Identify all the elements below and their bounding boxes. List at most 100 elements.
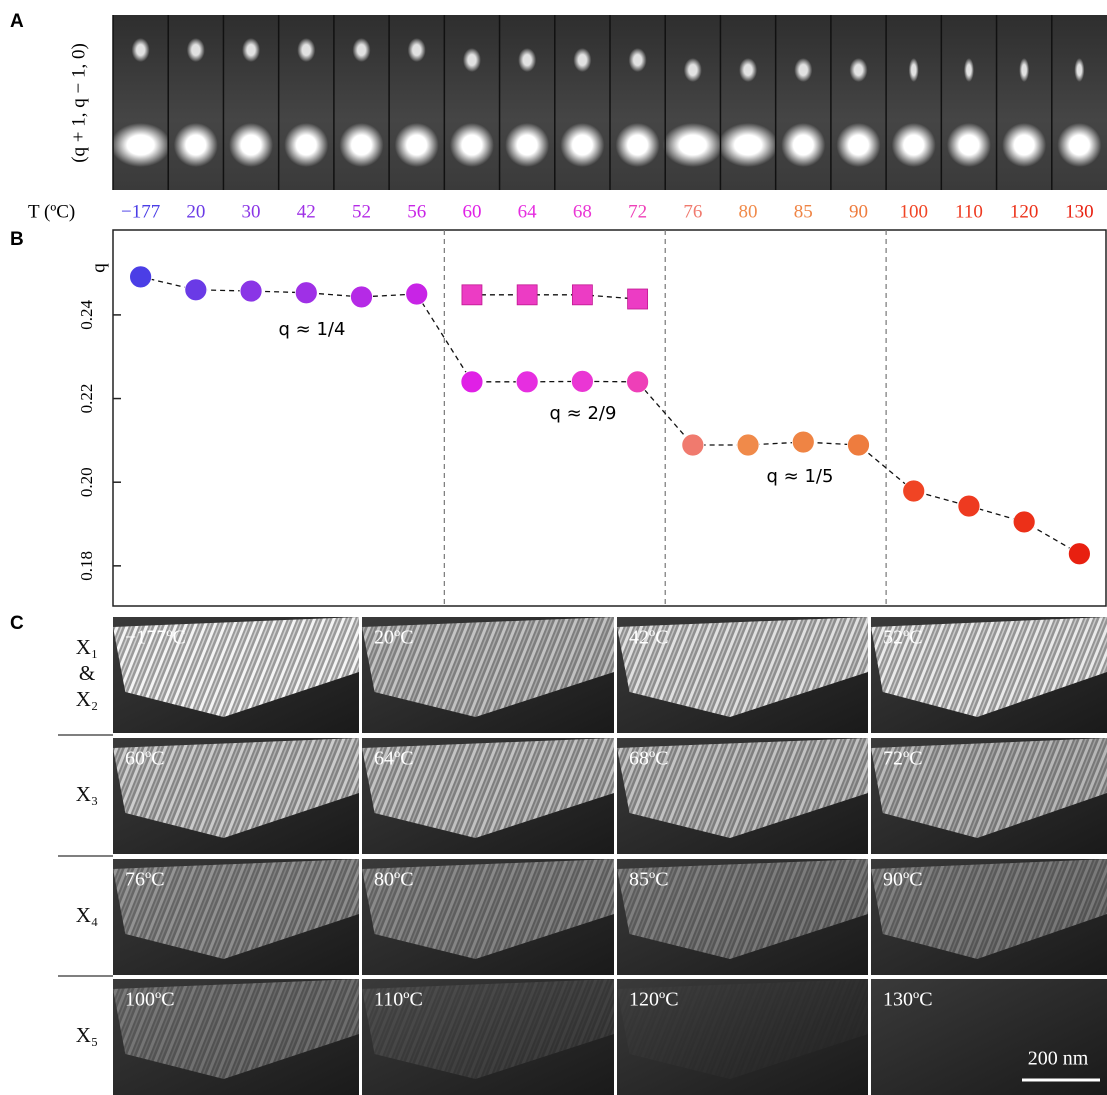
temperature-label: 120 (1010, 201, 1039, 222)
diffraction-spot (718, 123, 778, 167)
temperature-label: 80 (739, 201, 758, 222)
annotation: q ≈ 1/4 (279, 319, 346, 340)
image-temperature: 68ºC (629, 748, 669, 770)
diffraction-spot (229, 123, 273, 167)
row-label: X₄ (76, 903, 99, 927)
image-temperature: 100ºC (125, 989, 175, 1011)
square-marker (517, 285, 537, 305)
row-label: X₂ (76, 687, 99, 711)
y-axis-label: q (88, 263, 109, 273)
temperature-label: 42 (297, 201, 316, 222)
diffraction-spot (837, 123, 881, 167)
diffraction-spot (850, 58, 868, 82)
diffraction-spot (408, 38, 426, 62)
panel-label: B (10, 229, 24, 250)
image-temperature: 64ºC (374, 748, 414, 770)
left-separators (58, 735, 113, 976)
temperature-label: 52 (352, 201, 371, 222)
diffraction-spot (111, 123, 171, 167)
y-tick-label: 0.22 (77, 384, 96, 414)
diffraction-spot (739, 58, 757, 82)
image-temperature: 80ºC (374, 869, 414, 891)
circle-marker (516, 371, 538, 393)
square-marker (572, 285, 592, 305)
image-temperature: 120ºC (629, 989, 679, 1011)
image-temperature: 90ºC (883, 869, 923, 891)
diffraction-spot (663, 123, 723, 167)
y-tick-label: 0.24 (77, 300, 96, 330)
temperature-label: 76 (683, 201, 702, 222)
circle-marker (848, 434, 870, 456)
y-tick-label: 0.18 (77, 551, 96, 581)
diffraction-spot (505, 123, 549, 167)
temperature-label: T (ºC) (28, 201, 75, 222)
circle-marker (903, 480, 925, 502)
diffraction-spot (1019, 58, 1029, 82)
circle-marker (958, 495, 980, 517)
image-temperature: 110ºC (374, 989, 423, 1011)
diffraction-spot (174, 123, 218, 167)
temperature-label: 110 (955, 201, 983, 222)
temperature-label: 100 (899, 201, 928, 222)
circle-marker (406, 283, 428, 305)
circle-marker (130, 266, 152, 288)
diffraction-spot (1057, 123, 1101, 167)
temperature-label: 72 (628, 201, 647, 222)
diffraction-spot (1002, 123, 1046, 167)
annotation: q ≈ 1/5 (767, 466, 834, 487)
diffraction-spot (1074, 58, 1084, 82)
temperature-label: 20 (186, 201, 205, 222)
circle-marker (627, 371, 649, 393)
temperature-label: 130 (1065, 201, 1094, 222)
diffraction-spot (629, 48, 647, 72)
circle-marker (737, 434, 759, 456)
diffraction-spot (684, 58, 702, 82)
temperature-label: −177 (121, 201, 160, 222)
y-tick-label: 0.20 (77, 467, 96, 497)
diffraction-spot (616, 123, 660, 167)
image-temperature: 72ºC (883, 748, 923, 770)
circle-marker (295, 282, 317, 304)
circle-marker (1013, 511, 1035, 533)
temperature-label: 68 (573, 201, 592, 222)
circle-marker (351, 286, 373, 308)
diffraction-spot (560, 123, 604, 167)
circle-marker (682, 434, 704, 456)
series-line (472, 295, 638, 299)
image-temperature: 60ºC (125, 748, 165, 770)
circle-marker (240, 280, 262, 302)
diffraction-spot (284, 123, 328, 167)
diffraction-spot (964, 58, 974, 82)
circle-marker (461, 371, 483, 393)
circle-marker (792, 431, 814, 453)
diffraction-spot (518, 48, 536, 72)
y-axis-label: (q + 1, q − 1, 0) (68, 43, 89, 163)
diffraction-spot (187, 38, 205, 62)
panel-label: A (10, 11, 24, 32)
diffraction-spot (450, 123, 494, 167)
diffraction-spot (353, 38, 371, 62)
image-temperature: 52ºC (883, 627, 923, 649)
temperature-label: 90 (849, 201, 868, 222)
diffraction-spot (781, 123, 825, 167)
image-temperature: 20ºC (374, 627, 414, 649)
diffraction-spot (573, 48, 591, 72)
image-temperature: 85ºC (629, 869, 669, 891)
diffraction-spot (340, 123, 384, 167)
diffraction-spot (794, 58, 812, 82)
circle-marker (1068, 543, 1090, 565)
annotation: q ≈ 2/9 (550, 403, 617, 424)
temperature-label: 30 (242, 201, 261, 222)
square-marker (628, 289, 648, 309)
row-label: X₃ (76, 782, 99, 806)
row-label: X₅ (76, 1023, 99, 1047)
image-temperature: 130ºC (883, 989, 933, 1011)
diffraction-spot (395, 123, 439, 167)
circle-marker (571, 370, 593, 392)
circle-marker (185, 279, 207, 301)
temperature-label: 85 (794, 201, 813, 222)
diffraction-spot (947, 123, 991, 167)
diffraction-spot (909, 58, 919, 82)
row-label: & (79, 661, 95, 685)
image-temperature: 42ºC (629, 627, 669, 649)
